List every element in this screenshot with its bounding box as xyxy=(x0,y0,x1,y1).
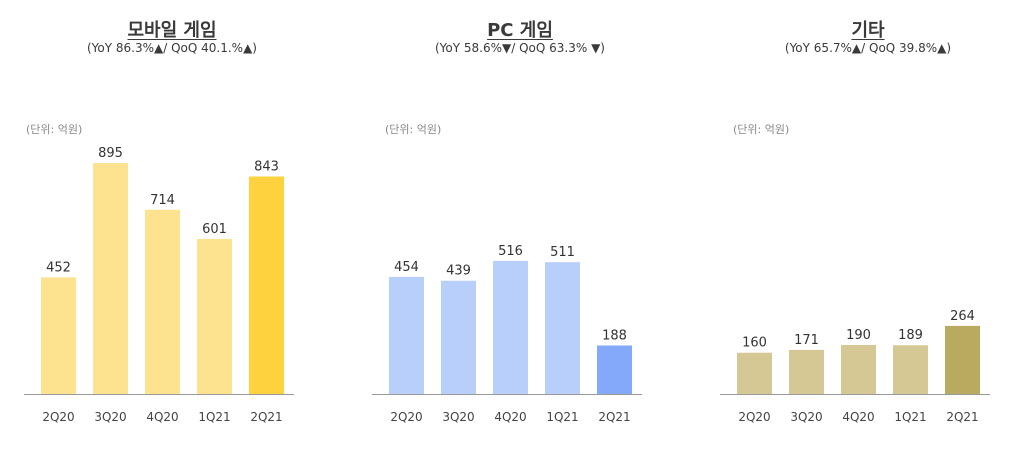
x-tick-label: 2Q21 xyxy=(946,410,978,424)
data-label: 264 xyxy=(950,309,975,324)
x-tick-label: 3Q20 xyxy=(790,410,822,424)
bar-1q21 xyxy=(197,238,232,394)
data-label: 452 xyxy=(46,260,71,275)
bar-chart-other: 160 2Q20 171 3Q20 190 4Q20 189 1Q21 264 2Q21 xyxy=(720,309,990,424)
chart-subtitle: (YoY 86.3%▲/ QoQ 40.1.%▲) xyxy=(86,41,257,55)
chart-subtitle: (YoY 65.7%▲/ QoQ 39.8%▲) xyxy=(784,41,952,55)
x-tick-label: 3Q20 xyxy=(94,410,126,424)
bar-2q20 xyxy=(737,352,772,394)
x-tick-label: 4Q20 xyxy=(842,410,874,424)
data-label: 171 xyxy=(794,333,819,348)
chart-subtitle: (YoY 58.6%▼/ QoQ 63.3% ▼) xyxy=(434,41,605,55)
x-tick-label: 2Q20 xyxy=(42,410,74,424)
x-tick-label: 4Q20 xyxy=(146,410,178,424)
x-tick-label: 1Q21 xyxy=(894,410,926,424)
x-tick-label: 1Q21 xyxy=(546,410,578,424)
bar-2q20 xyxy=(41,277,76,394)
chart-panel-mobile: 모바일 게임 (YoY 86.3%▲/ QoQ 40.1.%▲) (단위: 억원… xyxy=(22,0,322,450)
bar-chart-mobile: 452 2Q20 895 3Q20 714 4Q20 601 1Q21 843 2Q21 xyxy=(24,146,294,424)
x-tick-label: 2Q21 xyxy=(598,410,630,424)
bar-2q20 xyxy=(389,276,424,394)
data-label: 895 xyxy=(98,146,123,161)
data-label: 454 xyxy=(394,260,419,275)
bar-3q20 xyxy=(93,163,128,394)
chart-title: PC 게임 xyxy=(487,20,553,41)
bar-chart-pc: 454 2Q20 439 3Q20 516 4Q20 511 1Q21 188 2Q21 xyxy=(372,244,642,424)
data-label: 511 xyxy=(550,245,575,260)
chart-title: 기타 xyxy=(851,20,885,41)
bar-1q21 xyxy=(545,262,580,394)
data-label: 516 xyxy=(498,244,523,259)
data-label: 843 xyxy=(254,160,279,175)
data-label: 160 xyxy=(742,336,767,351)
unit-label: (단위: 억원) xyxy=(385,123,442,136)
unit-label: (단위: 억원) xyxy=(26,123,83,136)
bar-2q21 xyxy=(249,176,284,394)
x-tick-label: 2Q21 xyxy=(250,410,282,424)
bar-4q20 xyxy=(841,344,876,394)
x-tick-label: 3Q20 xyxy=(442,410,474,424)
bar-3q20 xyxy=(441,280,476,394)
x-tick-label: 2Q20 xyxy=(390,410,422,424)
bar-3q20 xyxy=(789,349,824,394)
chart-panel-other: 기타 (YoY 65.7%▲/ QoQ 39.8%▲) (단위: 억원) 160… xyxy=(718,0,1018,450)
data-label: 188 xyxy=(602,328,627,343)
x-tick-label: 4Q20 xyxy=(494,410,526,424)
x-tick-label: 2Q20 xyxy=(738,410,770,424)
x-tick-label: 1Q21 xyxy=(198,410,230,424)
chart-title: 모바일 게임 xyxy=(127,20,217,41)
unit-label: (단위: 억원) xyxy=(733,123,790,136)
bar-2q21 xyxy=(597,345,632,394)
bar-2q21 xyxy=(945,325,980,394)
bar-4q20 xyxy=(145,209,180,394)
data-label: 714 xyxy=(150,193,175,208)
bar-4q20 xyxy=(493,260,528,394)
data-label: 439 xyxy=(446,264,471,279)
chart-panel-pc: PC 게임 (YoY 58.6%▼/ QoQ 63.3% ▼) (단위: 억원)… xyxy=(370,0,670,450)
data-label: 601 xyxy=(202,222,227,237)
data-label: 189 xyxy=(898,328,923,343)
bar-1q21 xyxy=(893,345,928,394)
data-label: 190 xyxy=(846,328,871,343)
